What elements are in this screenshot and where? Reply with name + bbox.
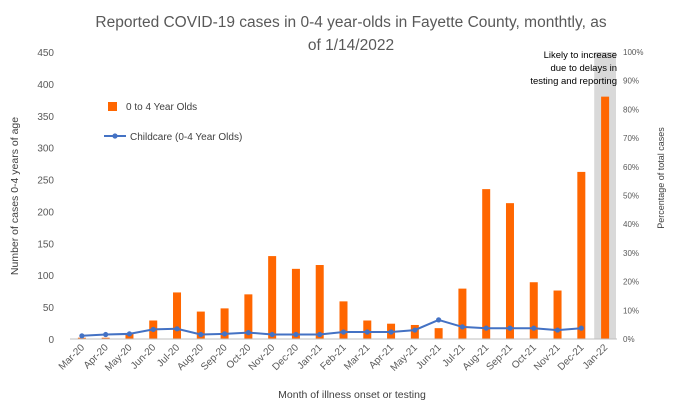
line-point: [221, 331, 228, 337]
line-point: [554, 327, 561, 333]
y2-axis-label: Percentage of total cases: [656, 127, 666, 229]
y-tick-label: 450: [37, 48, 54, 59]
y2-tick-label: 10%: [623, 306, 639, 315]
bar: [482, 189, 491, 339]
bar: [196, 311, 205, 339]
bar: [268, 256, 277, 339]
line-point: [459, 324, 466, 330]
y-tick-label: 150: [37, 239, 54, 250]
series-line: [81, 318, 582, 337]
y-tick-label: 250: [37, 176, 54, 187]
x-tick-label: Dec-20: [270, 342, 301, 373]
x-tick-label: Mar-21: [342, 342, 372, 372]
legend-swatch-bar: [108, 102, 117, 111]
line-point: [340, 329, 347, 335]
line-point: [103, 331, 109, 338]
y2-tick-label: 0%: [623, 335, 635, 344]
x-tick-label: Jun-20: [129, 342, 159, 372]
y-tick-label: 400: [37, 80, 54, 91]
y2-tick-label: 90%: [623, 77, 639, 86]
bar: [244, 294, 253, 339]
line-point: [483, 325, 489, 331]
line-point: [174, 326, 180, 332]
bar: [577, 171, 586, 339]
legend-label-bar: 0 to 4 Year Olds: [126, 102, 197, 113]
x-tick-label: Jun-21: [414, 342, 444, 372]
y-tick-label: 200: [37, 207, 54, 218]
y-tick-label: 0: [48, 335, 54, 346]
annotation-text: testing and reporting: [530, 76, 617, 87]
bar: [601, 96, 610, 340]
legend-swatch-marker: [112, 133, 118, 139]
legend-label-line: Childcare (0-4 Year Olds): [130, 132, 242, 143]
line-point: [412, 327, 418, 333]
x-tick-label: May-20: [103, 342, 135, 374]
chart-title-line2: of 1/14/2022: [308, 37, 394, 54]
y-tick-label: 350: [37, 112, 54, 123]
chart-title-line1: Reported COVID-19 cases in 0-4 year-olds…: [95, 14, 606, 31]
bar: [291, 268, 300, 339]
line-point: [79, 333, 85, 339]
line-point: [578, 325, 584, 331]
line-point: [245, 330, 251, 336]
x-tick-label: Jan-22: [581, 342, 611, 372]
line-point: [269, 331, 275, 338]
line-point: [150, 326, 156, 333]
y2-tick-label: 80%: [623, 105, 639, 114]
y2-tick-label: 70%: [623, 134, 639, 143]
y2-tick-label: 30%: [623, 249, 639, 258]
bar: [434, 328, 443, 339]
bar: [173, 292, 182, 339]
line-point: [507, 325, 513, 331]
y2-tick-label: 40%: [623, 220, 639, 229]
bar: [458, 288, 467, 339]
y2-tick-label: 100%: [623, 48, 643, 57]
bar: [101, 337, 110, 339]
x-tick-label: Mar-20: [57, 342, 87, 372]
y-tick-label: 100: [37, 271, 54, 282]
y2-tick-label: 50%: [623, 192, 639, 201]
annotation-text: due to delays in: [550, 63, 617, 74]
bar: [553, 290, 562, 339]
y-axis-label: Number of cases 0-4 years of age: [9, 117, 21, 275]
y-tick-label: 50: [43, 303, 55, 314]
line-point: [317, 331, 323, 338]
x-tick-label: Sep-20: [199, 342, 230, 373]
bar: [220, 308, 229, 339]
line-point: [531, 325, 537, 331]
line-point: [364, 329, 370, 335]
x-axis-label: Month of illness onset or testing: [278, 389, 426, 401]
y-tick-label: 300: [37, 144, 54, 155]
annotation-text: Likely to increase: [544, 50, 617, 61]
line-point: [388, 329, 394, 335]
line-point: [293, 331, 299, 338]
x-tick-label: May-21: [389, 342, 421, 374]
line-point: [436, 317, 442, 323]
x-tick-label: Dec-21: [556, 342, 587, 373]
x-tick-label: Sep-21: [485, 342, 516, 373]
bar: [505, 203, 514, 339]
y2-tick-label: 60%: [623, 163, 639, 172]
bar: [529, 282, 538, 339]
y2-tick-label: 20%: [623, 278, 639, 287]
bar: [339, 301, 348, 339]
line-point: [126, 331, 133, 337]
line-point: [198, 331, 204, 338]
bar: [315, 265, 324, 339]
